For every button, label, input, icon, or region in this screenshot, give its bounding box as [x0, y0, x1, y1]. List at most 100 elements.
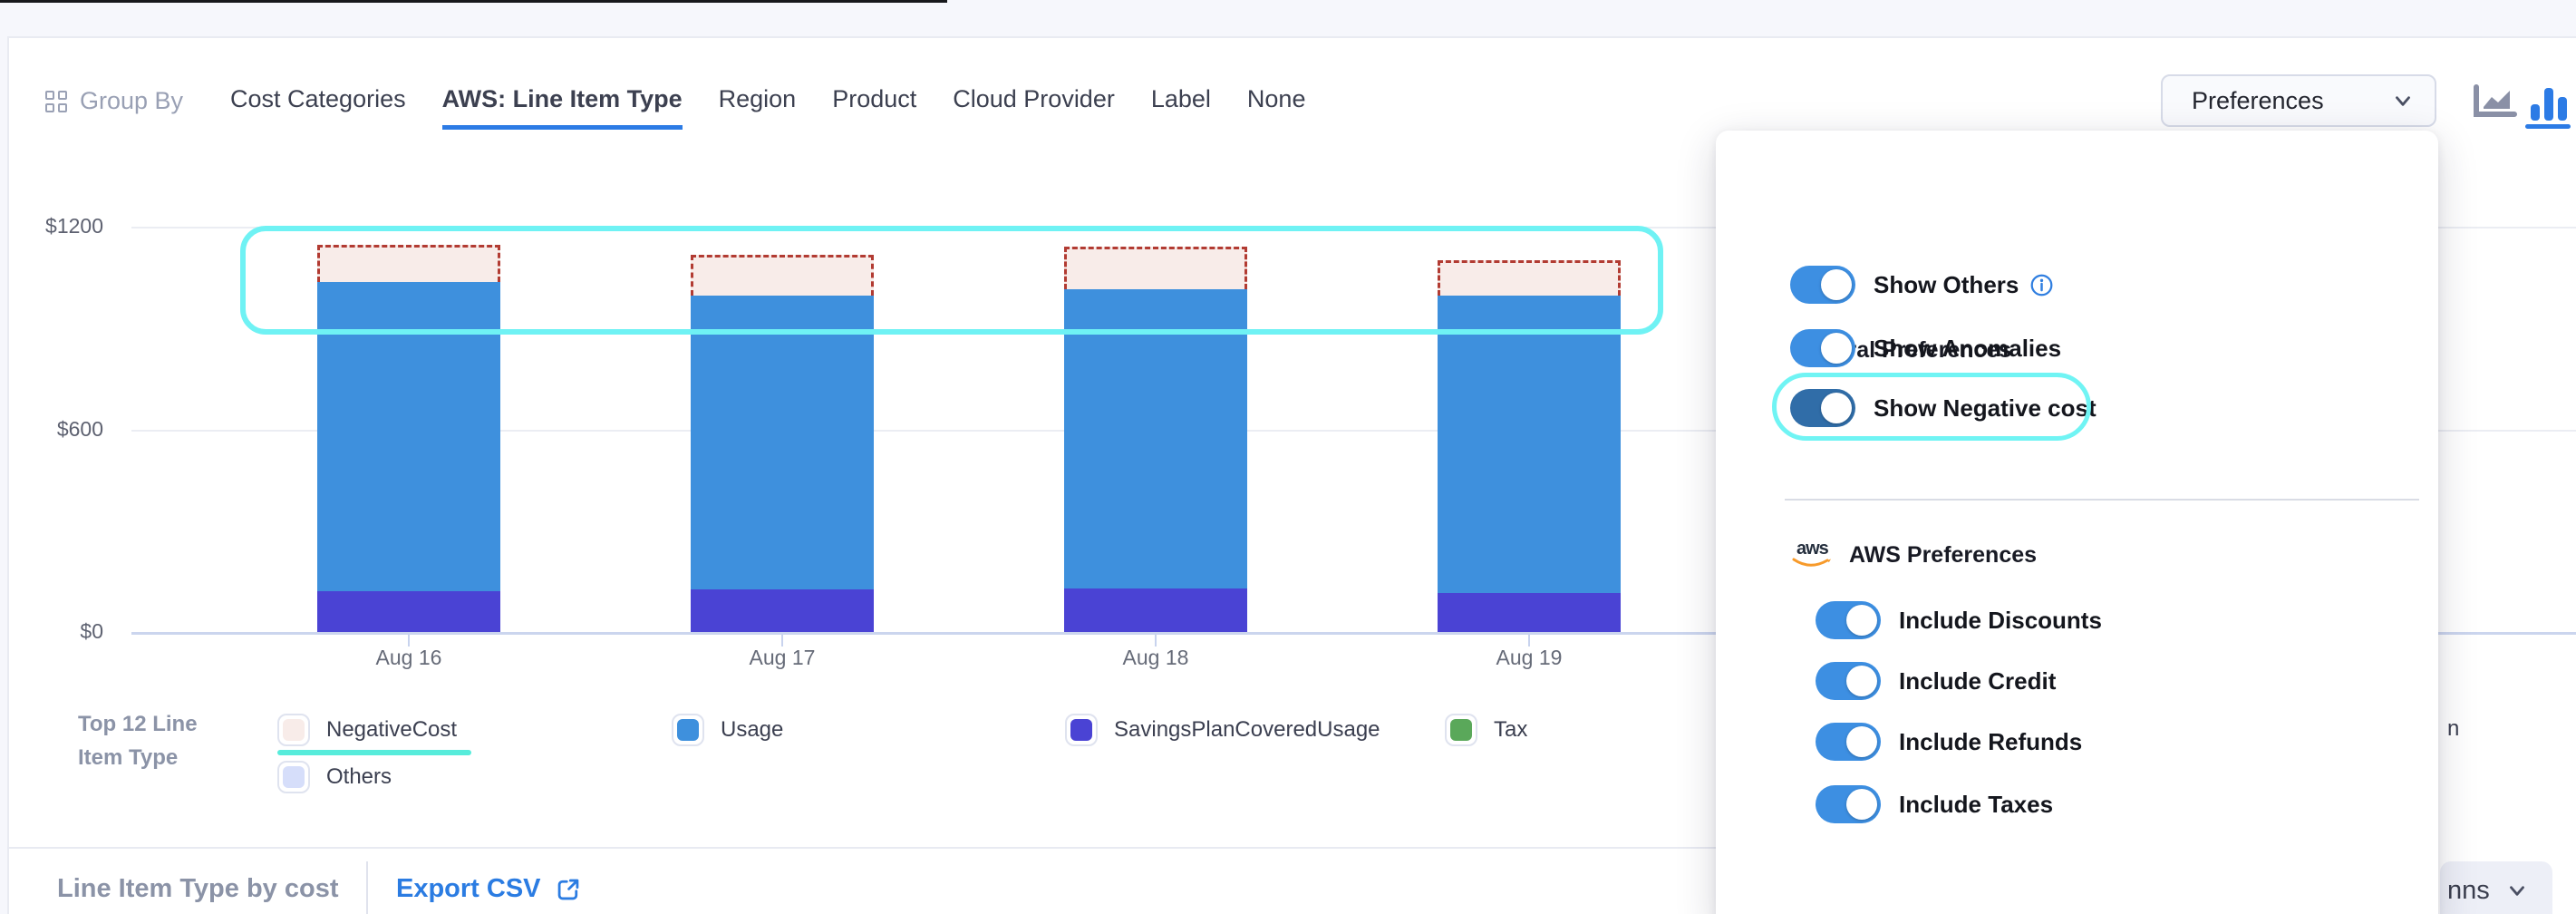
toggle-knob — [1821, 269, 1852, 300]
toggle-include-taxes[interactable] — [1816, 785, 1881, 823]
tab-label[interactable]: Label — [1150, 85, 1211, 112]
toggle-show-others[interactable] — [1790, 266, 1855, 304]
toggle-knob — [1846, 726, 1877, 757]
preferences-dropdown-label: Preferences — [2192, 86, 2324, 114]
chevron-down-icon — [2396, 96, 2410, 106]
legend-label: NegativeCost — [326, 717, 458, 742]
toggle-label: Include Credit — [1899, 666, 2057, 695]
legend-item-tax[interactable]: Tax — [1445, 714, 1527, 746]
legend-swatch — [277, 761, 310, 793]
columns-dropdown-clipped-label: nns — [2447, 875, 2490, 905]
bar-segment-usage[interactable] — [317, 282, 500, 591]
preferences-dropdown-button[interactable]: Preferences — [2161, 74, 2436, 127]
x-axis-tick — [1528, 634, 1530, 647]
bar-segment-savingsplancoveredusage[interactable] — [1438, 593, 1621, 632]
tab-cloud-provider[interactable]: Cloud Provider — [953, 85, 1115, 112]
toggle-row-show-anomalies: Show Anomalies — [1790, 328, 2061, 368]
toggle-include-credit[interactable] — [1816, 662, 1881, 700]
columns-dropdown-button[interactable]: nns — [2440, 861, 2552, 914]
toggle-label: Include Discounts — [1899, 606, 2102, 634]
aws-preferences-heading: AWS Preferences — [1849, 541, 2038, 568]
panel-section-divider — [1785, 499, 2419, 501]
x-axis-label: Aug 16 — [375, 646, 442, 669]
toggle-include-discounts[interactable] — [1816, 601, 1881, 639]
legend-item-others[interactable]: Others — [277, 761, 392, 793]
x-axis-tick — [781, 634, 783, 647]
toggle-label: Show Others — [1874, 271, 2054, 299]
tab-region[interactable]: Region — [718, 85, 797, 112]
chevron-down-icon — [2510, 886, 2524, 896]
legend-item-negativecost[interactable]: NegativeCost — [277, 714, 457, 746]
aws-logo-icon: aws — [1791, 539, 1835, 571]
export-csv-label: Export CSV — [396, 874, 541, 903]
bar-segment-usage[interactable] — [1064, 289, 1247, 588]
legend-label: SavingsPlanCoveredUsage — [1114, 717, 1380, 742]
legend-swatch — [277, 714, 310, 746]
external-link-icon — [557, 879, 578, 899]
toggle-row-include-credit: Include Credit — [1816, 661, 2056, 701]
bar-segment-negativecost[interactable] — [1438, 260, 1621, 296]
toggle-knob — [1821, 393, 1852, 423]
tab-cost-categories[interactable]: Cost Categories — [230, 85, 406, 112]
toggle-row-include-taxes: Include Taxes — [1816, 784, 2053, 824]
toggle-label: Show Anomalies — [1874, 334, 2062, 362]
bar-segment-savingsplancoveredusage[interactable] — [317, 591, 500, 632]
toggle-show-negative-cost[interactable] — [1790, 389, 1855, 427]
preferences-panel: General Preferences Show Others Show Anom… — [1716, 131, 2438, 914]
bar-segment-usage[interactable] — [1438, 296, 1621, 593]
bar-chart-type-icon[interactable] — [2529, 84, 2569, 121]
legend-swatch — [1065, 714, 1098, 746]
group-by-label-wrap: Group By — [45, 87, 183, 115]
tab-aws-line-item-type[interactable]: AWS: Line Item Type — [441, 85, 683, 130]
export-csv-link[interactable]: Export CSV — [396, 874, 581, 904]
legend-swatch — [672, 714, 704, 746]
toggle-include-refunds[interactable] — [1816, 723, 1881, 761]
bar-segment-negativecost[interactable] — [1064, 247, 1247, 289]
toggle-knob — [1846, 666, 1877, 696]
bottom-section-border — [7, 847, 1716, 849]
y-axis-label: $0 — [80, 619, 103, 643]
info-icon[interactable] — [2029, 273, 2054, 297]
toggle-label: Show Negative cost — [1874, 394, 2097, 422]
toggle-row-include-discounts: Include Discounts — [1816, 600, 2102, 640]
bar-segment-savingsplancoveredusage[interactable] — [1064, 588, 1247, 632]
gridline-0 — [131, 632, 2576, 635]
area-chart-type-icon[interactable] — [2471, 83, 2518, 122]
bottom-section-divider — [366, 861, 368, 914]
toggle-row-show-others: Show Others — [1790, 265, 2054, 305]
x-axis-label: Aug 17 — [749, 646, 816, 669]
clipped-legend-text: n — [2447, 716, 2460, 741]
bar-segment-usage[interactable] — [691, 296, 874, 589]
legend-title: Top 12 Line Item Type — [78, 712, 198, 770]
legend-item-savingsplancoveredusage[interactable]: SavingsPlanCoveredUsage — [1065, 714, 1380, 746]
toggle-label: Include Taxes — [1899, 790, 2054, 818]
legend-highlight-underline — [277, 750, 471, 755]
legend-label: Usage — [721, 717, 784, 742]
legend-item-usage[interactable]: Usage — [672, 714, 783, 746]
y-axis-label: $1200 — [45, 214, 103, 238]
tab-product[interactable]: Product — [832, 85, 917, 112]
toggle-row-show-negative-cost: Show Negative cost — [1790, 388, 2097, 428]
legend-swatch — [1445, 714, 1477, 746]
toggle-show-anomalies[interactable] — [1790, 329, 1855, 367]
legend-label: Tax — [1494, 717, 1528, 742]
bar-segment-savingsplancoveredusage[interactable] — [691, 589, 874, 632]
toggle-label: Include Refunds — [1899, 727, 2083, 755]
tab-none[interactable]: None — [1246, 85, 1306, 112]
x-axis-tick — [1155, 634, 1157, 647]
bar-segment-negativecost[interactable] — [691, 255, 874, 296]
x-axis-label: Aug 18 — [1122, 646, 1189, 669]
top-window-edge — [0, 0, 947, 3]
toggle-knob — [1846, 789, 1877, 820]
active-chart-type-underline — [2525, 124, 2571, 129]
legend-label: Others — [326, 764, 392, 789]
x-axis-tick — [408, 634, 410, 647]
bar-segment-negativecost[interactable] — [317, 245, 500, 282]
x-axis-label: Aug 19 — [1496, 646, 1563, 669]
bottom-section-title: Line Item Type by cost — [57, 874, 339, 903]
gridline-600 — [131, 430, 2576, 432]
aws-preferences-heading-wrap: aws AWS Preferences — [1791, 539, 2037, 571]
group-by-label: Group By — [80, 87, 184, 114]
y-axis-label: $600 — [56, 417, 103, 441]
